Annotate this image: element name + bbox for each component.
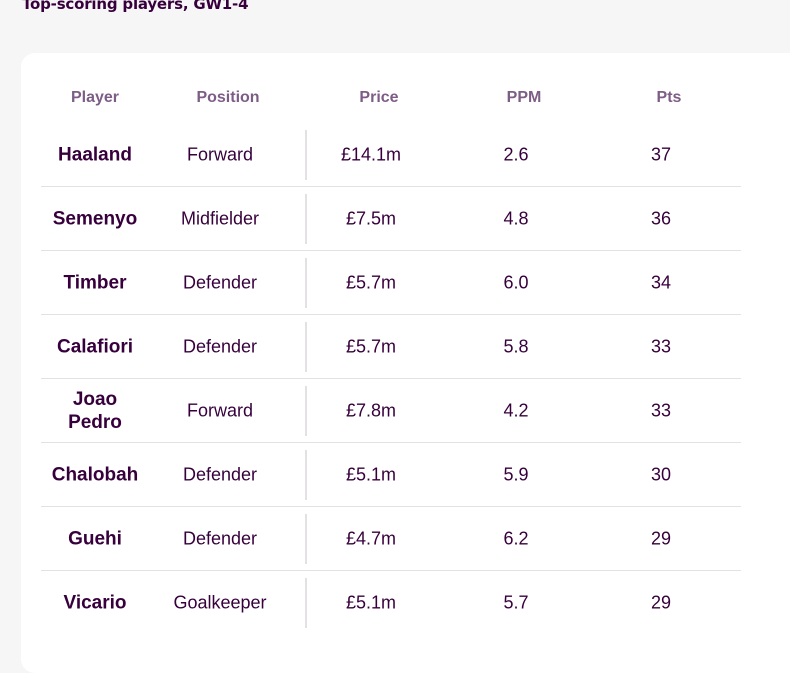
player-position: Goalkeeper — [173, 592, 267, 613]
player-price: £7.8m — [345, 400, 397, 421]
table-row[interactable]: Chalobah Defender £5.1m 5.9 30 — [41, 443, 741, 507]
player-position: Forward — [186, 400, 254, 421]
column-divider — [305, 130, 307, 180]
row-divider — [41, 314, 741, 315]
player-position: Forward — [186, 144, 254, 165]
column-divider — [305, 578, 307, 628]
player-price: £14.1m — [340, 144, 402, 165]
player-points: 36 — [650, 208, 672, 229]
player-price: £5.7m — [345, 336, 397, 357]
players-table-card: Player Position Price PPM Pts Haaland Fo… — [21, 53, 790, 673]
player-price: £5.1m — [345, 592, 397, 613]
column-header-player[interactable]: Player — [70, 89, 120, 106]
column-header-ppm[interactable]: PPM — [506, 89, 542, 106]
row-divider — [41, 442, 741, 443]
column-divider — [305, 514, 307, 564]
player-name[interactable]: Chalobah — [51, 464, 139, 486]
player-price: £5.7m — [345, 272, 397, 293]
table-row[interactable]: Calafiori Defender £5.7m 5.8 33 — [41, 315, 741, 379]
player-ppm: 4.8 — [503, 208, 529, 229]
player-points: 29 — [650, 592, 672, 613]
player-ppm: 2.6 — [503, 144, 529, 165]
player-position: Midfielder — [180, 208, 260, 229]
player-position: Defender — [182, 528, 258, 549]
player-points: 33 — [650, 336, 672, 357]
player-name[interactable]: Guehi — [68, 528, 122, 550]
player-price: £4.7m — [345, 528, 397, 549]
player-points: 37 — [650, 144, 672, 165]
table-row[interactable]: Guehi Defender £4.7m 6.2 29 — [41, 507, 741, 571]
player-position: Defender — [182, 336, 258, 357]
player-ppm: 6.0 — [503, 272, 529, 293]
player-name[interactable]: Vicario — [63, 592, 127, 614]
row-divider — [41, 250, 741, 251]
row-divider — [41, 570, 741, 571]
player-price: £7.5m — [345, 208, 397, 229]
player-name[interactable]: Semenyo — [52, 208, 138, 230]
player-name[interactable]: Haaland — [58, 144, 132, 166]
player-ppm: 5.8 — [503, 336, 529, 357]
column-header-pts[interactable]: Pts — [656, 89, 682, 106]
player-points: 34 — [650, 272, 672, 293]
column-divider — [305, 322, 307, 372]
column-divider — [305, 258, 307, 308]
column-divider — [305, 194, 307, 244]
table-row[interactable]: Timber Defender £5.7m 6.0 34 — [41, 251, 741, 315]
player-ppm: 6.2 — [503, 528, 529, 549]
row-divider — [41, 186, 741, 187]
player-position: Defender — [182, 464, 258, 485]
column-header-price[interactable]: Price — [359, 89, 399, 106]
player-ppm: 5.9 — [503, 464, 529, 485]
row-divider — [41, 378, 741, 379]
player-points: 29 — [650, 528, 672, 549]
player-name[interactable]: Timber — [63, 272, 127, 294]
table-row[interactable]: Haaland Forward £14.1m 2.6 37 — [41, 123, 741, 187]
table-row[interactable]: Vicario Goalkeeper £5.1m 5.7 29 — [41, 571, 741, 635]
player-name[interactable]: Joao Pedro — [68, 389, 122, 433]
table-heading: Top-scoring players, GW1-4 — [22, 0, 249, 13]
column-divider — [305, 386, 307, 436]
player-price: £5.1m — [345, 464, 397, 485]
player-ppm: 5.7 — [503, 592, 529, 613]
player-ppm: 4.2 — [503, 400, 529, 421]
player-name[interactable]: Calafiori — [56, 336, 134, 358]
player-position: Defender — [182, 272, 258, 293]
column-divider — [305, 450, 307, 500]
table-row[interactable]: Joao Pedro Forward £7.8m 4.2 33 — [41, 379, 741, 443]
player-points: 30 — [650, 464, 672, 485]
column-header-position[interactable]: Position — [196, 89, 260, 106]
table-row[interactable]: Semenyo Midfielder £7.5m 4.8 36 — [41, 187, 741, 251]
table-header-row: Player Position Price PPM Pts — [21, 53, 790, 117]
player-points: 33 — [650, 400, 672, 421]
row-divider — [41, 506, 741, 507]
